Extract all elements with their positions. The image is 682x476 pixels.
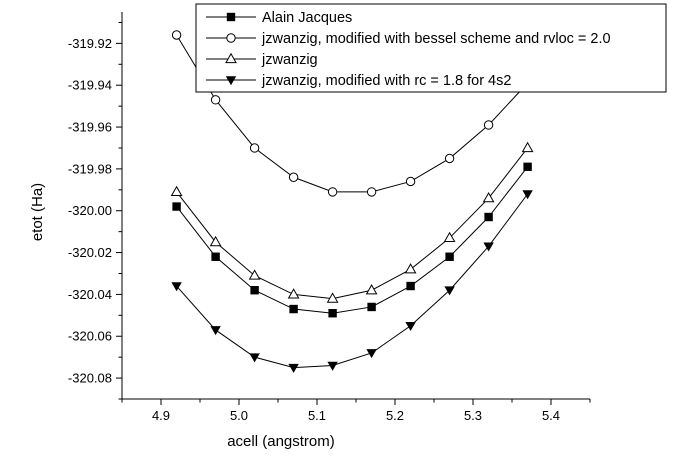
- series-1-point: [406, 281, 415, 291]
- x-tick-label: 4.9: [152, 408, 170, 423]
- legend-label-2: jzwanzig, modified with bessel scheme an…: [261, 31, 611, 47]
- series-2-point: [444, 153, 455, 164]
- series-1-point: [523, 162, 532, 171]
- series-1-point: [367, 302, 376, 312]
- series-2-point: [483, 120, 494, 130]
- x-tick-label: 5.1: [308, 408, 326, 423]
- legend-box: [195, 3, 667, 93]
- series-1-point: [445, 252, 454, 261]
- series-1-point: [250, 286, 259, 295]
- series-2-point: [366, 187, 377, 197]
- y-tick-label: -320.08: [68, 371, 112, 386]
- x-tick-label: 5.4: [542, 408, 560, 423]
- legend: Alain Jacques jzwanzig, modified with bes…: [195, 3, 667, 93]
- series-3-point: [404, 263, 417, 274]
- series-2-point: [249, 143, 260, 153]
- y-tick-label: -320.04: [68, 287, 112, 302]
- series-4-point: [288, 363, 299, 373]
- y-tick-label: -320.00: [68, 203, 112, 218]
- y-tick-label: -319.96: [68, 120, 112, 135]
- x-tick-label: 5.2: [386, 408, 404, 423]
- series-4-point: [444, 286, 455, 296]
- y-axis-label: etot (Ha): [29, 183, 46, 241]
- series-1-point: [172, 202, 181, 211]
- legend-label-3: jzwanzig: [261, 52, 318, 68]
- axes: 4.9 5.0 5.1 5.2 5.3 5.4 -319.92 -319.94 -319.96 -…: [68, 12, 591, 423]
- series-3-point: [326, 292, 339, 303]
- y-tick-label: -319.92: [68, 36, 112, 51]
- series-4-point: [366, 349, 377, 359]
- legend-label-4: jzwanzig, modified with rc = 1.8 for 4s2: [261, 73, 511, 89]
- series-3-point: [443, 231, 456, 243]
- legend-marker-4: [225, 76, 237, 86]
- legend-marker-1: [226, 12, 236, 22]
- series-4-point: [171, 282, 182, 292]
- series-2-point: [210, 95, 221, 105]
- legend-label-1: Alain Jacques: [262, 10, 352, 26]
- y-tick-label: -320.06: [68, 329, 112, 344]
- series-4-point: [327, 361, 338, 371]
- plot-area: [170, 30, 534, 373]
- y-tick-label: -319.98: [68, 161, 112, 176]
- series-2-point: [171, 30, 182, 40]
- series-2-point: [288, 172, 299, 182]
- series-1-point: [328, 309, 337, 318]
- series-2-point: [327, 187, 338, 197]
- y-tick-label: -319.94: [68, 78, 112, 93]
- series-4-point: [249, 353, 260, 363]
- legend-marker-3: [225, 52, 237, 64]
- series-2-line: [176, 34, 528, 193]
- series-3-point: [209, 235, 222, 247]
- series-3-point: [365, 284, 378, 295]
- series-3-line: [176, 147, 528, 300]
- series-3-point: [170, 185, 183, 197]
- x-tick-label: 5.0: [230, 408, 248, 423]
- series-1-line: [176, 166, 528, 314]
- series-4-line: [176, 193, 529, 369]
- series-3-point: [287, 288, 300, 299]
- series-1-point: [211, 252, 220, 261]
- series-4-point: [405, 321, 416, 331]
- series-3-point: [482, 191, 495, 203]
- series-2-point: [405, 176, 416, 187]
- y-tick-label: -320.02: [68, 245, 112, 260]
- series-3-point: [248, 269, 261, 280]
- series-4-point: [522, 190, 533, 200]
- series-1-point: [289, 304, 298, 314]
- legend-marker-2: [226, 33, 236, 43]
- series-3-point: [521, 141, 534, 153]
- series-4-point: [483, 242, 494, 252]
- x-tick-label: 5.3: [464, 408, 482, 423]
- x-axis-label: acell (angstrom): [227, 433, 335, 450]
- series-1-point: [484, 212, 493, 222]
- series-4-point: [210, 326, 221, 336]
